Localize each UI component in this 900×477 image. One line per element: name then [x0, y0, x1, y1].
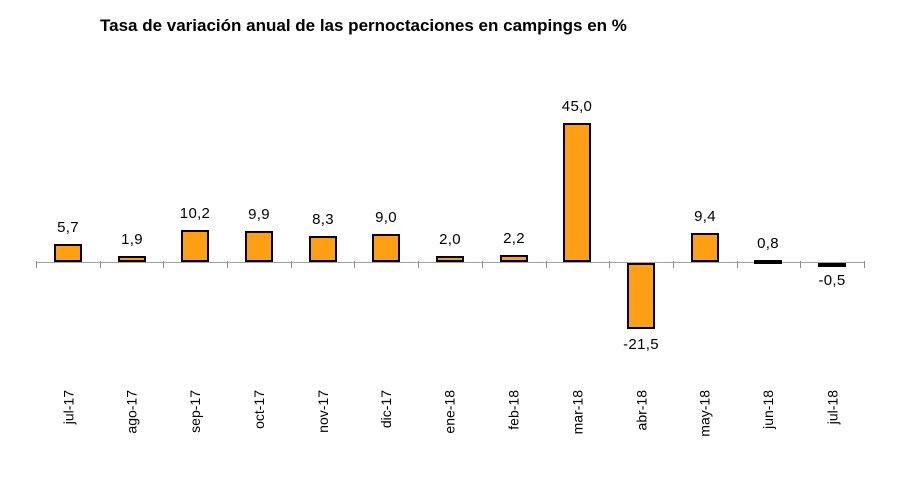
x-axis-tick [354, 261, 355, 268]
bar-mar-18 [563, 123, 591, 262]
bar-may-18 [691, 232, 719, 262]
x-axis-tick [418, 261, 419, 268]
bar-ene-18 [436, 255, 464, 262]
x-axis-label-jul-18: jul-18 [824, 390, 840, 425]
value-label-abr-18: -21,5 [623, 336, 659, 353]
x-axis-tick [609, 261, 610, 268]
bar-jul-18 [818, 263, 846, 267]
value-label-oct-17: 9,9 [248, 206, 270, 223]
value-label-ene-18: 2,0 [439, 231, 461, 248]
x-axis-label-feb-18: feb-18 [506, 390, 522, 430]
x-axis-label-oct-17: oct-17 [251, 390, 267, 429]
bar-jun-18 [754, 259, 782, 264]
value-label-dic-17: 9,0 [375, 209, 397, 226]
value-label-jun-18: 0,8 [757, 235, 779, 252]
x-axis-label-abr-18: abr-18 [633, 390, 649, 431]
x-axis-label-jun-18: jun-18 [760, 390, 776, 429]
bar-oct-17 [245, 231, 273, 262]
x-axis-label-ene-18: ene-18 [442, 390, 458, 434]
bar-jul-17 [54, 244, 82, 262]
value-label-mar-18: 45,0 [561, 98, 593, 115]
value-label-nov-17: 8,3 [312, 211, 334, 228]
x-axis-tick [163, 261, 164, 268]
x-axis-tick [100, 261, 101, 268]
x-axis-label-dic-17: dic-17 [378, 390, 394, 429]
chart-title: Tasa de variación anual de las pernoctac… [100, 16, 627, 35]
x-axis-tick [864, 261, 865, 268]
bar-abr-18 [627, 263, 655, 330]
x-axis-tick [291, 261, 292, 268]
x-axis-label-sep-17: sep-17 [187, 390, 203, 433]
x-axis-tick [227, 261, 228, 268]
x-axis-label-mar-18: mar-18 [569, 390, 585, 435]
x-axis-tick [482, 261, 483, 268]
bar-nov-17 [309, 236, 337, 262]
x-axis-label-ago-17: ago-17 [124, 390, 140, 434]
x-axis-label-may-18: may-18 [697, 390, 713, 437]
x-axis-tick [36, 261, 37, 268]
value-label-may-18: 9,4 [694, 208, 716, 225]
value-label-jul-18: -0,5 [818, 272, 846, 289]
value-label-ago-17: 1,9 [121, 231, 143, 248]
value-label-sep-17: 10,2 [179, 205, 211, 222]
bar-feb-18 [500, 255, 528, 262]
bar-sep-17 [181, 230, 209, 262]
x-axis-tick [673, 261, 674, 268]
bar-ago-17 [118, 256, 146, 262]
x-axis-line [36, 262, 864, 263]
x-axis-tick [546, 261, 547, 268]
value-label-feb-18: 2,2 [503, 230, 525, 247]
x-axis-tick [737, 261, 738, 268]
x-axis-label-nov-17: nov-17 [315, 390, 331, 433]
value-label-jul-17: 5,7 [57, 219, 79, 236]
x-axis-tick [800, 261, 801, 268]
bar-dic-17 [372, 234, 400, 262]
x-axis-label-jul-17: jul-17 [60, 390, 76, 425]
